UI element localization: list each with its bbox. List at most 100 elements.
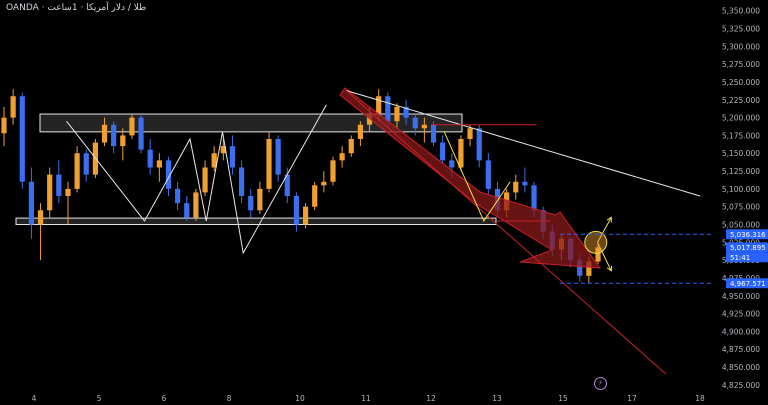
candle-body [47,174,53,211]
candle-body [28,181,35,225]
price-tag [726,252,768,263]
y-tick-label: 4,925.000 [722,310,760,319]
price-tag [726,278,768,289]
candle-body [248,196,254,211]
x-tick-label: 10 [295,394,305,403]
candle-body [394,106,400,122]
candle-body [165,160,172,189]
candle-body [147,149,153,168]
price-tags: 5,036.316 5,017.895 51:41 4,967.571 [726,229,768,289]
y-tick-label: 5,175.000 [722,131,760,140]
y-tick-label: 5,150.000 [722,149,760,158]
projection-up [597,217,612,243]
flash-icon[interactable]: ⚡ [594,377,607,390]
x-tick-label: 11 [361,394,371,403]
candle-body [531,185,537,211]
candle-body [65,188,71,196]
candle-body [357,124,363,139]
symbol-title: طلا / دلار آمریکا · 1ساعت [47,3,147,13]
candle-body [440,142,446,161]
candle-body [239,167,245,196]
chart-header: OANDA · طلا / دلار آمریکا · 1ساعت [6,3,147,13]
candle-body [10,96,16,118]
candle-body [458,138,464,168]
candle-body [522,181,528,186]
candle-body [257,188,263,211]
y-tick-label: 5,100.000 [722,185,760,194]
candle-body [129,117,135,136]
x-tick-label: 4 [32,394,37,403]
price-tag [726,242,768,253]
candle-body [175,188,181,204]
candle-body [385,96,391,122]
symbol-source: OANDA [6,3,39,13]
y-tick-label: 4,950.000 [722,292,760,301]
x-tick-label: 15 [558,394,568,403]
candle-body [184,203,190,218]
y-tick-label: 4,825.000 [722,381,760,390]
y-tick-label: 5,300.000 [722,42,760,51]
x-tick-label: 5 [97,394,102,403]
candle-body [83,153,89,175]
y-tick-label: 5,250.000 [722,78,760,87]
candle-body [577,260,583,276]
y-tick-label: 4,875.000 [722,345,760,354]
candle-body [211,153,217,168]
projection-down [597,242,612,272]
candle-body [202,167,208,193]
candle-body [193,192,199,218]
candle-body [485,160,491,189]
y-tick-label: 5,325.000 [722,25,760,34]
candle-body [220,146,226,154]
candle-body [101,124,108,143]
candle-body [156,160,162,168]
y-tick-label: 5,075.000 [722,203,760,212]
zigzag-pattern [66,104,327,255]
channel-line [345,90,667,375]
candle-body [312,185,318,207]
candle-body [229,146,236,168]
candle-body [56,174,62,196]
price-tag-label: 5,017.895 [730,244,766,252]
candle-body [111,124,117,147]
annotations-layer [66,87,701,375]
x-tick-label: 12 [426,394,436,403]
x-tick-label: 6 [162,394,167,403]
candle-body [138,117,144,150]
support-zone [15,217,497,226]
projection-down-head [606,265,613,272]
y-tick-label: 5,050.000 [722,221,760,230]
candle-body [330,160,336,182]
y-tick-label: 5,125.000 [722,167,760,176]
candle-body [366,114,373,125]
candle-body [293,196,300,225]
price-tag-label: 5,036.316 [730,231,766,239]
x-tick-label: 13 [492,394,502,403]
candle-body [284,174,290,196]
downtrend-line [346,90,701,197]
zigzag-pattern-2 [443,131,511,222]
candle-body [595,247,601,262]
candle-body [74,153,80,189]
zones-layer [15,113,497,226]
candle-body [376,96,382,115]
x-tick-label: 8 [227,394,232,403]
candle-body [339,153,345,161]
candle-body [412,117,418,129]
candle-body [430,124,437,143]
price-tag [726,229,768,240]
candle-body [37,210,44,225]
levels-layer [560,233,712,284]
y-tick-label: 5,200.000 [722,114,760,123]
y-tick-label: 4,900.000 [722,327,760,336]
y-tick-label: 5,275.000 [722,60,760,69]
candle-body [403,106,409,118]
y-tick-label: 5,350.000 [722,7,760,16]
candle-body [476,128,482,161]
candle-body [302,206,309,225]
price-tag-label: 4,967.571 [730,280,766,288]
candle-body [449,160,455,168]
candle-body [120,135,126,147]
x-tick-label: 18 [695,394,705,403]
